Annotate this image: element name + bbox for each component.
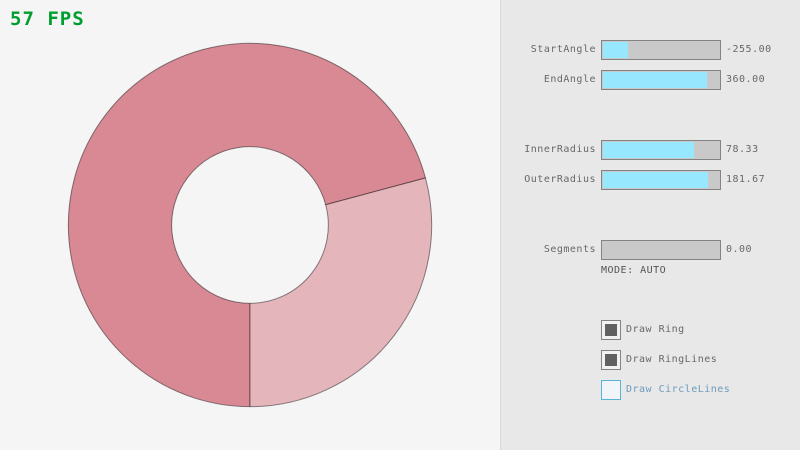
slider-row-innerradius: InnerRadius 78.33	[501, 140, 800, 160]
slider-fill	[603, 142, 694, 158]
check-mark-icon	[605, 324, 617, 336]
ring-sector-single	[249, 177, 433, 408]
startangle-value: -255.00	[726, 44, 772, 55]
segments-slider[interactable]	[601, 240, 721, 260]
ring-sector-overlap	[67, 42, 427, 408]
startangle-slider[interactable]	[601, 40, 721, 60]
innerradius-slider[interactable]	[601, 140, 721, 160]
draw-ringlines-label: Draw RingLines	[626, 354, 718, 365]
checkbox-row-draw-ring: Draw Ring	[601, 320, 800, 340]
endangle-value: 360.00	[726, 74, 766, 85]
slider-fill	[603, 172, 709, 188]
slider-fill	[603, 42, 629, 58]
innerradius-label: InnerRadius	[524, 144, 596, 155]
draw-circlelines-checkbox[interactable]	[601, 380, 621, 400]
draw-ring-label: Draw Ring	[626, 324, 685, 335]
checkbox-row-draw-circlelines: Draw CircleLines	[601, 380, 800, 400]
slider-fill	[603, 72, 708, 88]
endangle-label: EndAngle	[543, 74, 596, 85]
slider-row-startangle: StartAngle -255.00	[501, 40, 800, 60]
checkbox-row-draw-ringlines: Draw RingLines	[601, 350, 800, 370]
segments-label: Segments	[543, 244, 596, 255]
slider-row-segments: Segments 0.00	[501, 240, 800, 260]
draw-ring-checkbox[interactable]	[601, 320, 621, 340]
ring-canvas	[67, 42, 433, 408]
slider-row-outerradius: OuterRadius 181.67	[501, 170, 800, 190]
endangle-slider[interactable]	[601, 70, 721, 90]
check-mark-icon	[605, 354, 617, 366]
draw-ringlines-checkbox[interactable]	[601, 350, 621, 370]
fps-counter: 57 FPS	[10, 8, 85, 30]
segments-mode-text: MODE: AUTO	[601, 265, 667, 276]
outerradius-label: OuterRadius	[524, 174, 596, 185]
segments-value: 0.00	[726, 244, 753, 255]
outerradius-value: 181.67	[726, 174, 766, 185]
startangle-label: StartAngle	[530, 44, 596, 55]
draw-circlelines-label: Draw CircleLines	[626, 384, 731, 395]
slider-row-endangle: EndAngle 360.00	[501, 70, 800, 90]
outerradius-slider[interactable]	[601, 170, 721, 190]
control-panel: StartAngle -255.00 EndAngle 360.00 Inner…	[500, 0, 800, 450]
innerradius-value: 78.33	[726, 144, 759, 155]
